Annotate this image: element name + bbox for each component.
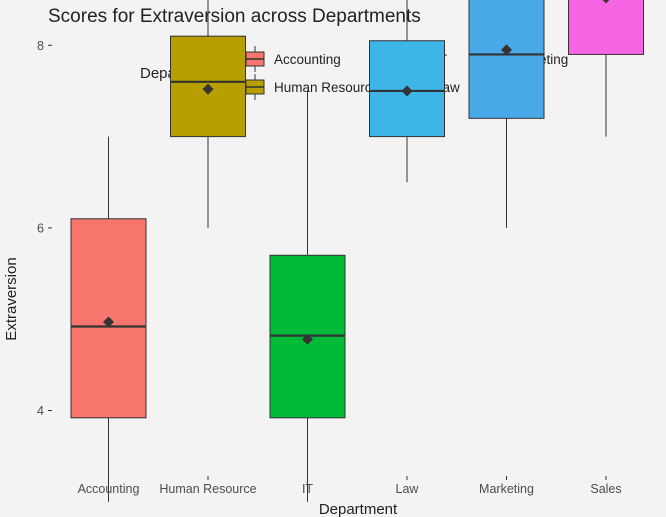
x-tick-label: Sales — [590, 482, 621, 496]
box-it — [269, 90, 346, 502]
y-tick-label: 8 — [37, 39, 44, 53]
x-axis-title: Department — [319, 501, 398, 517]
box-marketing — [468, 0, 545, 228]
y-tick-label: 4 — [37, 404, 44, 418]
x-tick-label: Accounting — [78, 482, 140, 496]
legend-key-human-resource — [245, 74, 265, 100]
legend-key-accounting — [245, 46, 265, 72]
plot-area — [70, 0, 644, 502]
box-iqr — [568, 0, 644, 55]
mean-marker — [501, 44, 512, 56]
box-sales — [568, 0, 644, 137]
mean-marker — [103, 316, 114, 328]
x-tick-label: IT — [302, 482, 313, 496]
x-axis: Accounting Human Resource IT Law Marketing Sa… — [78, 476, 622, 496]
box-human-resource — [170, 0, 246, 228]
mean-marker — [202, 83, 214, 95]
mean-marker — [602, 0, 610, 4]
x-tick-label: Law — [396, 482, 420, 496]
y-axis: 46810 — [37, 39, 52, 418]
box-law — [369, 0, 445, 183]
x-tick-label: Marketing — [479, 482, 534, 496]
chart-title: Scores for Extraversion across Departmen… — [48, 6, 421, 27]
legend-label: Human Resource — [274, 80, 379, 95]
mean-marker — [401, 85, 413, 97]
y-tick-label: 6 — [37, 221, 44, 235]
box-accounting — [70, 136, 147, 502]
y-axis-title: Extraversion — [3, 257, 20, 340]
mean-marker — [302, 333, 313, 345]
x-tick-label: Human Resource — [159, 482, 256, 496]
legend-label: Accounting — [274, 52, 341, 67]
box-iqr — [468, 0, 545, 119]
